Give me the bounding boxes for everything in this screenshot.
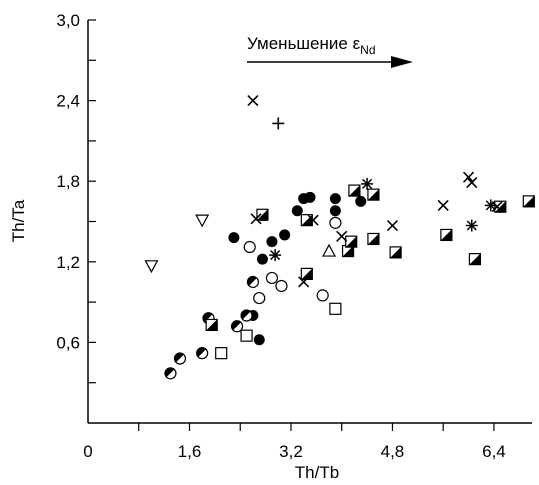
y-tick-label: 1,8 [56, 172, 80, 191]
y-axis-label: Th/Ta [9, 199, 28, 242]
data-point-asterisk [465, 219, 478, 232]
data-point-open-square [329, 302, 342, 315]
data-point-filled-circle [266, 236, 278, 248]
data-point-open-triangle-up [322, 243, 337, 257]
data-point-x-cross [466, 176, 478, 189]
data-point-asterisk [269, 249, 282, 262]
y-tick-label: 2,4 [56, 92, 80, 111]
data-point-filled-circle [291, 205, 303, 217]
data-point-plus [272, 117, 285, 130]
data-point-half-filled-circle [173, 352, 187, 365]
data-point-half-filled-circle [240, 309, 253, 322]
data-point-open-circle [316, 289, 329, 302]
data-point-filled-circle [329, 193, 341, 205]
data-point-asterisk [361, 177, 374, 190]
data-point-half-filled-square [522, 195, 535, 208]
x-tick-label: 1,6 [178, 442, 202, 461]
data-point-open-circle [275, 279, 288, 293]
data-point-open-triangle-down [144, 260, 159, 274]
data-point-x-cross [298, 276, 310, 288]
annotation-text: Уменьшение εNd [247, 34, 376, 57]
data-point-filled-circle [304, 191, 316, 203]
data-point-half-filled-circle [230, 320, 244, 333]
y-tick-label: 0,6 [56, 333, 80, 352]
data-point-filled-circle [355, 195, 367, 207]
data-point-half-filled-circle [196, 347, 209, 360]
data-point-half-filled-square [348, 184, 361, 197]
annotation-main: Уменьшение ε [247, 34, 361, 53]
data-point-half-filled-circle [246, 275, 260, 289]
data-point-half-filled-square [440, 228, 453, 242]
data-point-filled-circle [279, 229, 291, 241]
y-tick-label: 1,2 [56, 253, 80, 272]
data-point-half-filled-square [389, 246, 402, 259]
data-point-open-circle [253, 291, 266, 305]
data-point-half-filled-square [345, 235, 358, 248]
x-tick-label: 0 [83, 442, 92, 461]
y-tick-label: 3,0 [56, 11, 80, 30]
x-tick-label: 4,8 [381, 442, 405, 461]
data-point-open-circle [329, 216, 342, 229]
annotation-arrowhead [391, 56, 413, 68]
data-point-x-cross [247, 95, 259, 107]
axis-ticks: 0 1,6 3,2 4,8 6,4 0,6 1,2 1,8 2,4 3,0 [56, 11, 505, 461]
x-axis-label: Th/Tb [295, 463, 339, 482]
data-point-half-filled-square [367, 188, 380, 201]
data-point-filled-circle [329, 205, 341, 217]
data-point-half-filled-square [468, 253, 482, 266]
data-point-x-cross [386, 219, 399, 232]
data-point-x-cross [437, 199, 449, 211]
data-points [144, 95, 535, 380]
data-point-half-filled-circle [164, 367, 177, 380]
data-point-filled-circle [228, 232, 240, 244]
data-point-half-filled-square [494, 200, 507, 213]
x-tick-label: 3,2 [279, 442, 303, 461]
data-point-half-filled-square [300, 214, 313, 227]
data-point-open-circle [265, 271, 279, 285]
annotation-subscript: Nd [360, 43, 375, 57]
data-point-asterisk [484, 199, 497, 212]
data-point-half-filled-square [367, 232, 380, 246]
data-point-x-cross [336, 230, 348, 242]
data-point-x-cross [463, 171, 475, 183]
data-point-open-square [215, 347, 228, 360]
annotation: Уменьшение εNd [247, 34, 413, 68]
data-point-half-filled-square [256, 208, 269, 221]
x-tick-label: 6,4 [482, 442, 506, 461]
data-point-x-cross [307, 214, 319, 226]
data-point-filled-circle [253, 334, 265, 346]
data-point-open-triangle-down [195, 214, 210, 228]
data-point-filled-circle [256, 253, 268, 265]
data-point-open-circle [243, 240, 256, 254]
data-point-open-square [240, 329, 253, 342]
data-point-half-filled-square [205, 318, 218, 332]
data-point-x-cross [250, 213, 262, 225]
